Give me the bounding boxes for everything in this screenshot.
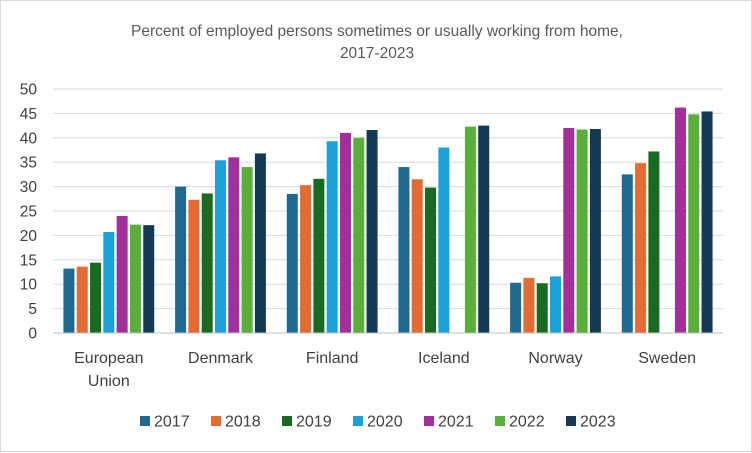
legend-swatch-2022 [495, 416, 505, 426]
bar-2018-3 [411, 179, 423, 333]
y-tick-label: 0 [28, 326, 37, 343]
bar-2018-0 [76, 266, 88, 333]
legend-label: 2018 [225, 414, 261, 431]
y-tick-label: 15 [20, 252, 37, 269]
bar-2017-1 [175, 186, 187, 333]
legend: 2017 2018 2019 2020 2021 2022 2023 [140, 414, 616, 431]
gridlines [53, 88, 723, 310]
bar-2022-0 [129, 224, 141, 333]
x-axis-categories: European Union Denmark Finland Iceland Norway… [74, 350, 696, 390]
bar-2017-3 [398, 167, 410, 333]
legend-swatch-2023 [566, 416, 576, 426]
bar-2020-3 [438, 147, 450, 333]
legend-swatch-2019 [282, 416, 292, 426]
bar-2020-0 [103, 231, 115, 333]
x-category-label: Sweden [638, 350, 696, 367]
bar-2023-0 [143, 225, 155, 333]
legend-label: 2020 [367, 414, 403, 431]
bar-2018-4 [523, 277, 535, 333]
legend-label: 2019 [296, 414, 332, 431]
bar-2019-5 [648, 151, 660, 333]
chart-title-line: Percent of employed persons sometimes or… [131, 23, 623, 40]
bar-2021-5 [674, 107, 686, 333]
bar-2023-1 [254, 153, 266, 333]
legend-swatch-2020 [353, 416, 363, 426]
bar-2017-4 [510, 282, 522, 333]
bar-2021-1 [228, 157, 240, 333]
y-tick-label: 10 [20, 277, 38, 294]
bar-2021-0 [116, 215, 128, 333]
bar-2019-4 [536, 283, 548, 333]
bar-2018-2 [300, 185, 312, 333]
y-tick-label: 25 [20, 204, 37, 221]
bar-2019-0 [90, 262, 102, 333]
legend-swatch-2017 [140, 416, 150, 426]
y-tick-label: 40 [20, 130, 38, 147]
bar-2022-2 [353, 137, 365, 333]
bar-2017-5 [621, 174, 633, 333]
bar-2023-4 [589, 129, 601, 333]
bar-2020-4 [550, 276, 561, 333]
legend-swatch-2018 [211, 416, 221, 426]
bar-2023-3 [478, 125, 490, 333]
bar-2017-2 [286, 193, 298, 333]
bar-2022-4 [576, 129, 588, 333]
y-tick-label: 5 [28, 301, 37, 318]
y-tick-label: 45 [20, 106, 37, 123]
bar-2023-2 [366, 129, 378, 333]
bar-2022-5 [688, 114, 700, 333]
legend-label: 2017 [154, 414, 190, 431]
bar-2022-3 [464, 126, 476, 334]
x-category-label: Denmark [188, 350, 254, 367]
bar-2021-2 [339, 132, 351, 333]
bar-2021-4 [563, 128, 575, 333]
y-tick-label: 30 [20, 179, 38, 196]
y-tick-label: 35 [20, 155, 37, 172]
x-category-label: European [74, 350, 143, 367]
y-tick-label: 50 [20, 82, 38, 99]
bar-2018-1 [188, 199, 200, 333]
chart-title: Percent of employed persons sometimes or… [131, 23, 623, 62]
bar-2022-1 [241, 167, 253, 333]
x-category-label: Union [88, 373, 130, 390]
legend-label: 2022 [509, 414, 545, 431]
legend-label: 2021 [438, 414, 474, 431]
legend-label: 2023 [580, 414, 616, 431]
bar-2017-0 [63, 268, 75, 333]
y-tick-label: 20 [20, 228, 38, 245]
x-category-label: Norway [528, 350, 582, 367]
bar-2019-1 [201, 193, 213, 333]
bars [63, 107, 713, 334]
bar-2023-5 [701, 111, 713, 333]
y-axis-ticks: 0 5 10 15 20 25 30 35 40 45 50 [20, 82, 38, 343]
bar-2019-3 [425, 187, 437, 333]
legend-swatch-2021 [424, 416, 434, 426]
x-category-label: Finland [306, 350, 358, 367]
x-category-label: Iceland [418, 350, 470, 367]
bar-2020-2 [326, 141, 338, 333]
bar-2019-2 [313, 178, 325, 333]
bar-2020-1 [215, 160, 226, 333]
bar-2018-5 [635, 163, 647, 333]
chart-title-line: 2017-2023 [340, 45, 414, 62]
